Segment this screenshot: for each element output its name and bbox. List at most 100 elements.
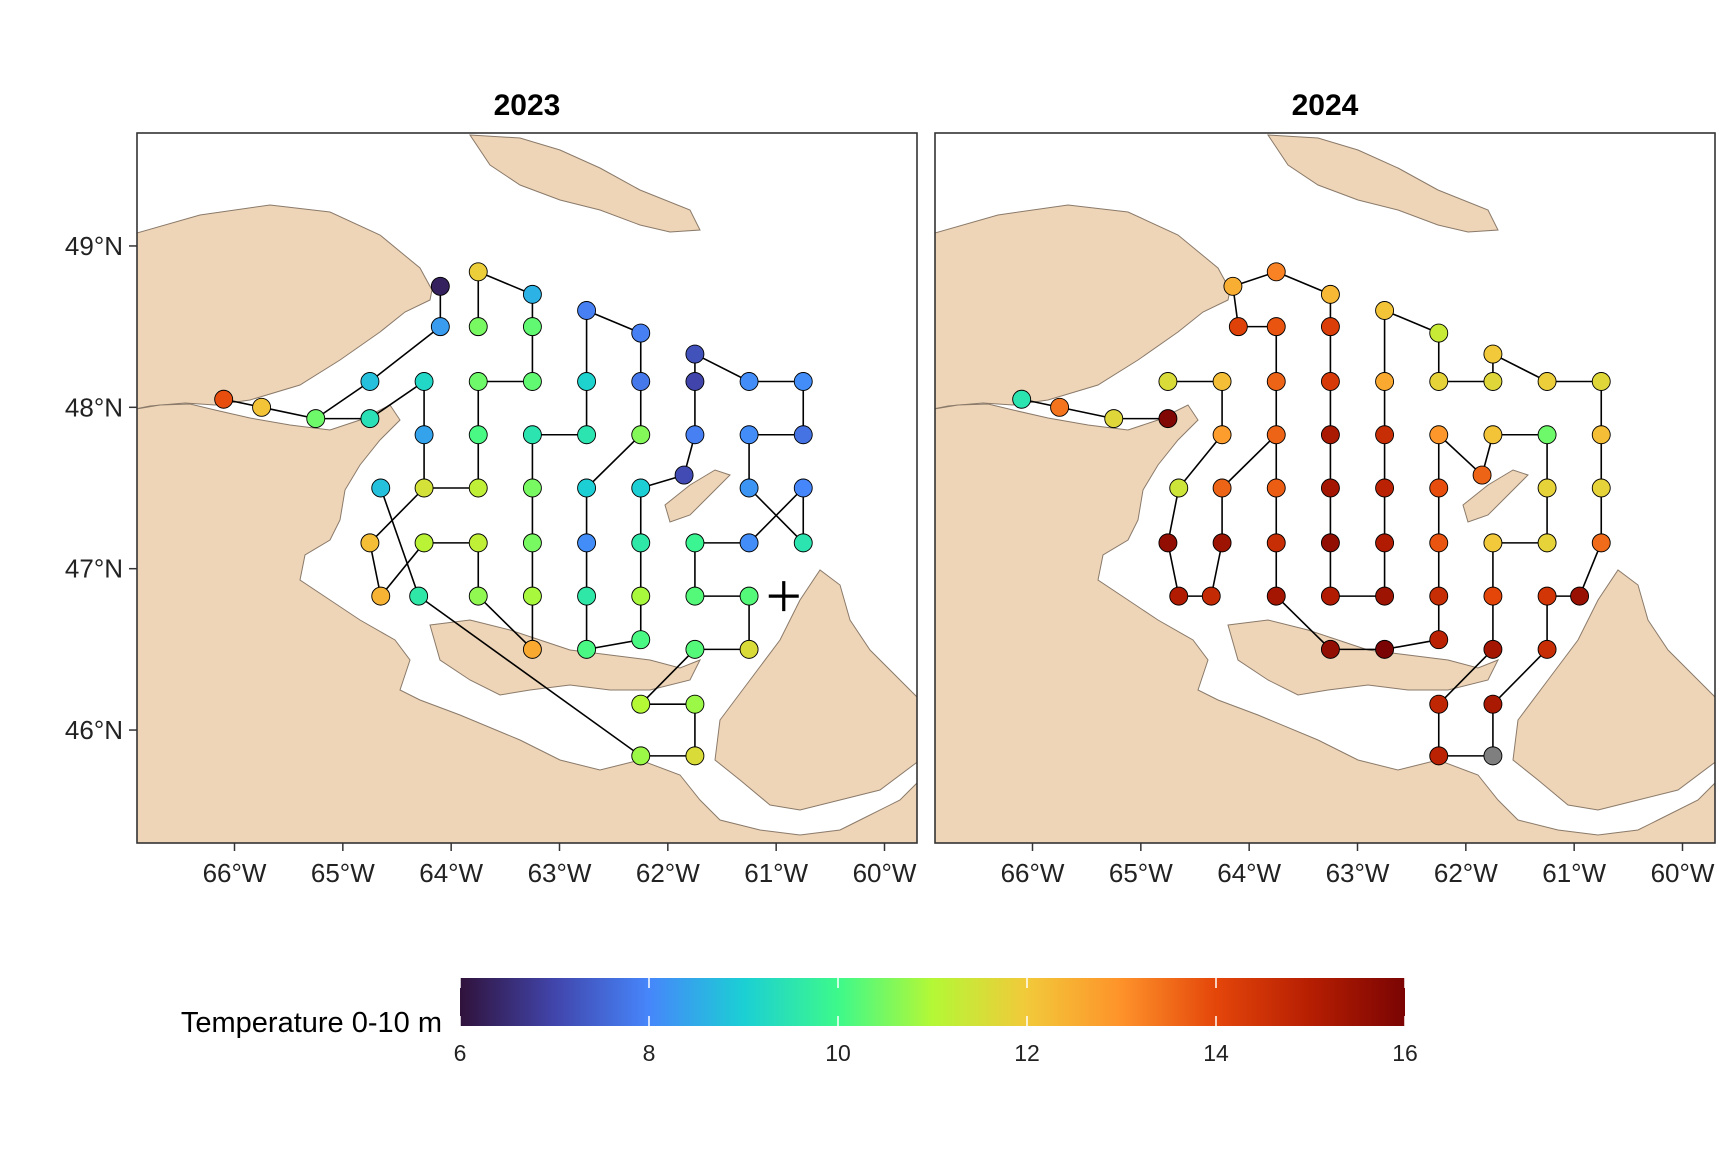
station-point bbox=[468, 533, 488, 553]
station-point bbox=[1375, 586, 1395, 606]
station-point bbox=[1429, 533, 1449, 553]
station-point bbox=[577, 372, 597, 391]
land-magdalen-islands bbox=[664, 469, 731, 523]
station-point bbox=[414, 425, 434, 445]
station-point bbox=[1266, 372, 1286, 391]
station-point bbox=[1320, 586, 1340, 606]
x-tick-label: 62°W bbox=[1434, 858, 1498, 888]
x-tick-label: 64°W bbox=[1217, 858, 1281, 888]
station-point bbox=[1266, 478, 1286, 498]
land-2023 bbox=[137, 134, 917, 843]
facet-2024: 2024 66°W 65°W 64°W 63°W 62°W 61°W 60°W bbox=[934, 89, 1716, 888]
station-point bbox=[1212, 478, 1232, 498]
station-point bbox=[1375, 372, 1395, 391]
panel-border-2023 bbox=[136, 132, 918, 844]
track-segment bbox=[379, 487, 420, 597]
station-point bbox=[631, 425, 651, 445]
station-point bbox=[1212, 372, 1232, 391]
station-point bbox=[1483, 746, 1503, 766]
land-pei bbox=[1227, 619, 1500, 696]
x-tick-label: 66°W bbox=[1001, 858, 1065, 888]
station-point bbox=[1266, 317, 1286, 337]
x-tick-label: 60°W bbox=[1651, 858, 1715, 888]
colorbar-tick-label: 6 bbox=[454, 1040, 467, 1066]
station-point bbox=[1320, 425, 1340, 445]
y-tick-label: 46°N bbox=[65, 715, 123, 745]
station-point bbox=[793, 533, 813, 553]
stations-2023 bbox=[214, 262, 813, 766]
land-labrador-quebec-north-shore bbox=[137, 204, 433, 410]
station-point bbox=[631, 694, 651, 714]
station-point bbox=[793, 372, 813, 391]
station-point bbox=[430, 276, 450, 296]
stations-2024 bbox=[1012, 262, 1611, 766]
x-tick-label: 60°W bbox=[853, 858, 917, 888]
track-segment bbox=[418, 595, 642, 757]
colorbar-tick-label: 14 bbox=[1203, 1040, 1229, 1066]
panel-border-2024 bbox=[934, 132, 1716, 844]
station-point bbox=[1537, 586, 1557, 606]
x-tick-label: 63°W bbox=[1326, 858, 1390, 888]
station-point bbox=[577, 639, 597, 659]
station-point bbox=[739, 372, 759, 391]
track-segment bbox=[1438, 434, 1483, 476]
x-tick-label: 62°W bbox=[636, 858, 700, 888]
station-point bbox=[1375, 425, 1395, 445]
station-point bbox=[739, 639, 759, 659]
station-point bbox=[685, 746, 705, 766]
station-point bbox=[360, 409, 380, 429]
station-point bbox=[685, 694, 705, 714]
station-point bbox=[1429, 478, 1449, 498]
track-segment bbox=[1221, 434, 1277, 489]
station-point bbox=[1158, 409, 1178, 429]
land-gaspe-new-brunswick-ns bbox=[137, 403, 917, 843]
x-tick-label: 61°W bbox=[744, 858, 808, 888]
track-segment bbox=[1275, 595, 1331, 650]
station-point bbox=[414, 478, 434, 498]
station-point bbox=[1537, 425, 1557, 445]
station-point bbox=[409, 586, 429, 606]
station-point bbox=[468, 372, 488, 391]
station-point bbox=[1375, 478, 1395, 498]
station-point bbox=[739, 425, 759, 445]
station-point bbox=[1266, 586, 1286, 606]
station-point bbox=[577, 533, 597, 553]
station-point bbox=[685, 533, 705, 553]
station-point bbox=[522, 639, 542, 659]
station-point bbox=[631, 630, 651, 650]
station-point bbox=[1158, 533, 1178, 553]
station-point bbox=[631, 746, 651, 766]
station-point bbox=[306, 409, 326, 429]
track-segment bbox=[477, 595, 533, 650]
station-point bbox=[468, 317, 488, 337]
station-point bbox=[1591, 478, 1611, 498]
station-point bbox=[522, 586, 542, 606]
x-tick-label: 63°W bbox=[528, 858, 592, 888]
station-point bbox=[1158, 372, 1178, 391]
station-point bbox=[1375, 639, 1395, 659]
track-segment bbox=[1275, 271, 1331, 296]
station-point bbox=[631, 533, 651, 553]
track-segment bbox=[369, 326, 441, 383]
station-point bbox=[1375, 301, 1395, 320]
station-point bbox=[1320, 317, 1340, 337]
land-labrador-quebec-north-shore bbox=[935, 204, 1231, 410]
track-segment bbox=[694, 353, 750, 383]
station-point bbox=[1483, 344, 1503, 364]
station-point bbox=[739, 478, 759, 498]
station-point bbox=[1483, 425, 1503, 445]
station-point bbox=[1429, 586, 1449, 606]
station-point bbox=[1212, 425, 1232, 445]
station-point bbox=[414, 372, 434, 391]
station-point bbox=[739, 533, 759, 553]
station-point bbox=[1104, 409, 1124, 429]
colorbar bbox=[460, 978, 1405, 1026]
station-point bbox=[1483, 586, 1503, 606]
station-point bbox=[1429, 425, 1449, 445]
track-segment bbox=[380, 542, 425, 597]
station-point bbox=[1266, 533, 1286, 553]
x-tick-label: 65°W bbox=[311, 858, 375, 888]
station-point bbox=[1591, 425, 1611, 445]
colorbar-ticks: 6 8 10 12 14 16 bbox=[454, 978, 1418, 1066]
